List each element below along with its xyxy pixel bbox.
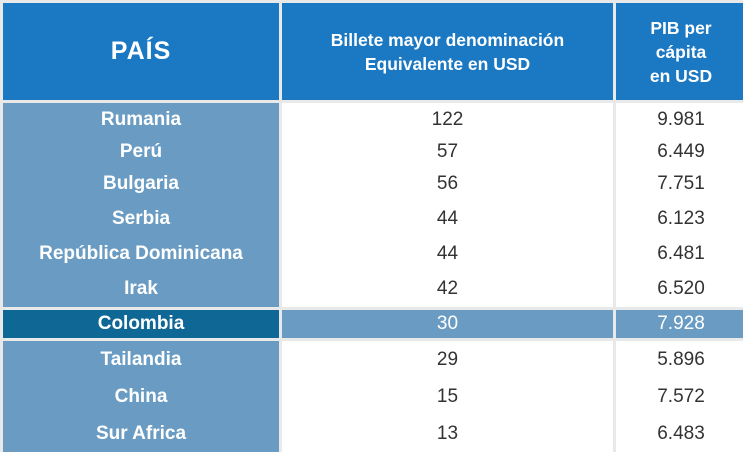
header-gdp-line1: PIB per [650, 17, 712, 38]
table-row-country: Irak [124, 277, 158, 299]
table-cell-gdp: 7.572 [657, 385, 705, 407]
table-cell-gdp: 9.981 [657, 108, 705, 130]
table-row-country: Serbia [111, 208, 171, 229]
table-cell-bill: 44 [436, 243, 459, 264]
header-country-label: PAÍS [110, 37, 172, 65]
currency-gdp-table: PAÍS Billete mayor denominación Equivale… [3, 3, 743, 452]
gdp-block-bottom: 5.896 7.572 6.483 [616, 341, 743, 452]
header-bill-line2: Equivalente en USD [364, 53, 531, 74]
highlight-country: Colombia [3, 310, 279, 338]
country-block-top: Rumania Perú Bulgaria Serbia República D… [3, 103, 279, 307]
table-cell-bill: 42 [436, 277, 459, 299]
bill-block-bottom: 29 15 13 [282, 341, 613, 452]
table-cell-gdp: 6.481 [657, 243, 705, 264]
table-row-country: Perú [119, 141, 163, 162]
table-row-country: Rumania [100, 108, 182, 130]
table-row-country: Tailandia [100, 348, 182, 370]
table-cell-bill: 15 [436, 385, 459, 407]
table-cell-gdp: 5.896 [657, 348, 705, 370]
table-cell-gdp: 6.123 [657, 208, 705, 229]
table-cell-gdp: 6.449 [657, 141, 705, 162]
table-cell-bill: 44 [436, 208, 459, 229]
table-cell-bill: 56 [436, 173, 459, 194]
header-bill: Billete mayor denominación Equivalente e… [282, 3, 613, 100]
header-gdp-line2: cápita [655, 41, 707, 62]
table-row-country: República Dominicana [39, 243, 243, 264]
table-row-country: Sur Africa [95, 422, 187, 444]
highlight-gdp: 7.928 [616, 310, 743, 338]
table-cell-bill: 122 [431, 108, 464, 130]
header-country: PAÍS [3, 3, 279, 100]
table-row-country: Bulgaria [102, 173, 180, 194]
table-cell-bill: 29 [436, 348, 459, 370]
table-cell-gdp: 7.751 [657, 173, 705, 194]
highlight-bill: 30 [282, 310, 613, 338]
table-cell-gdp: 6.483 [657, 422, 705, 444]
table-cell-bill: 57 [436, 141, 459, 162]
table-cell-bill: 13 [436, 422, 459, 444]
header-gdp: PIB per cápita en USD [616, 3, 743, 100]
bill-block-top: 122 57 56 44 44 42 [282, 103, 613, 307]
country-block-bottom: Tailandia China Sur Africa [3, 341, 279, 452]
header-bill-line1: Billete mayor denominación [330, 29, 565, 50]
gdp-block-top: 9.981 6.449 7.751 6.123 6.481 6.520 [616, 103, 743, 307]
header-gdp-line3: en USD [649, 65, 713, 86]
table-row-country: China [114, 385, 168, 407]
table-cell-gdp: 6.520 [657, 277, 705, 299]
